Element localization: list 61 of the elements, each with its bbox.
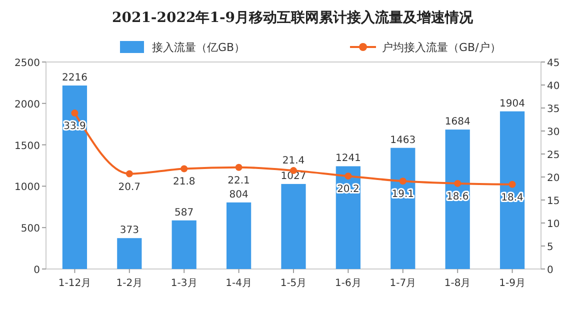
y-tick-label: 1000 [14, 182, 40, 194]
y2-tick-label: 10 [547, 219, 560, 230]
chart-title: 2021-2022年1-9月移动互联网累计接入流量及增速情况 [112, 9, 474, 26]
bar [172, 220, 196, 269]
bar [336, 166, 360, 269]
x-tick-label: 1-3月 [170, 278, 198, 289]
data-label: 804 [229, 189, 248, 200]
bar [500, 111, 525, 269]
legend-label: 接入流量（亿GB） [152, 41, 246, 54]
data-label: 373 [120, 225, 139, 236]
x-tick-label: 1-9月 [499, 278, 526, 289]
legend-label: 户均接入流量（GB/户） [382, 41, 501, 54]
point [399, 178, 406, 185]
data-label: 1684 [444, 116, 470, 128]
bar [226, 202, 252, 269]
data-label: 22.1 [228, 175, 250, 186]
bar [62, 86, 88, 269]
y2-tick-label: 15 [547, 196, 560, 207]
data-label: 20.2 [337, 184, 360, 196]
data-label: 18.4 [501, 192, 524, 204]
y2-tick-label: 5 [547, 242, 554, 253]
bar [117, 238, 142, 269]
data-label: 1241 [335, 153, 361, 164]
point [71, 110, 78, 117]
point [344, 172, 352, 180]
x-tick-label: 1-5月 [280, 278, 307, 289]
y2-tick-label: 0 [547, 265, 554, 276]
y2-tick-label: 40 [547, 81, 560, 92]
data-label: 2216 [62, 72, 88, 84]
y2-tick-label: 20 [547, 173, 560, 184]
data-label: 21.8 [172, 176, 196, 188]
bar [445, 130, 470, 269]
data-label: 19.1 [392, 189, 414, 200]
x-tick-label: 1-2月 [116, 278, 143, 289]
point [180, 165, 188, 172]
data-label: 21.4 [282, 156, 305, 167]
y-tick-label: 2500 [14, 58, 40, 69]
y-tick-label: 500 [20, 224, 40, 235]
point [126, 170, 133, 178]
bar [281, 184, 306, 269]
y2-tick-label: 30 [547, 127, 560, 138]
y2-tick-label: 35 [547, 104, 560, 115]
data-label: 1463 [390, 134, 416, 146]
y-tick-label: 2000 [14, 99, 40, 110]
point [508, 180, 516, 188]
x-tick-label: 1-7月 [390, 278, 416, 289]
x-tick-label: 1-8月 [444, 278, 471, 289]
y-tick-label: 1500 [14, 140, 40, 152]
data-label: 20.7 [118, 182, 141, 193]
x-tick-label: 1-12月 [58, 278, 92, 289]
bar [390, 148, 416, 269]
point [235, 164, 242, 171]
y2-tick-label: 45 [547, 58, 560, 69]
data-label: 1904 [500, 98, 526, 110]
y-tick-label: 0 [34, 265, 40, 276]
x-tick-label: 1-4月 [226, 278, 252, 289]
point [454, 180, 462, 187]
data-label: 18.6 [446, 191, 469, 202]
data-label: 587 [174, 207, 194, 218]
x-tick-label: 1-6月 [335, 278, 362, 289]
y2-tick-label: 25 [547, 150, 560, 161]
